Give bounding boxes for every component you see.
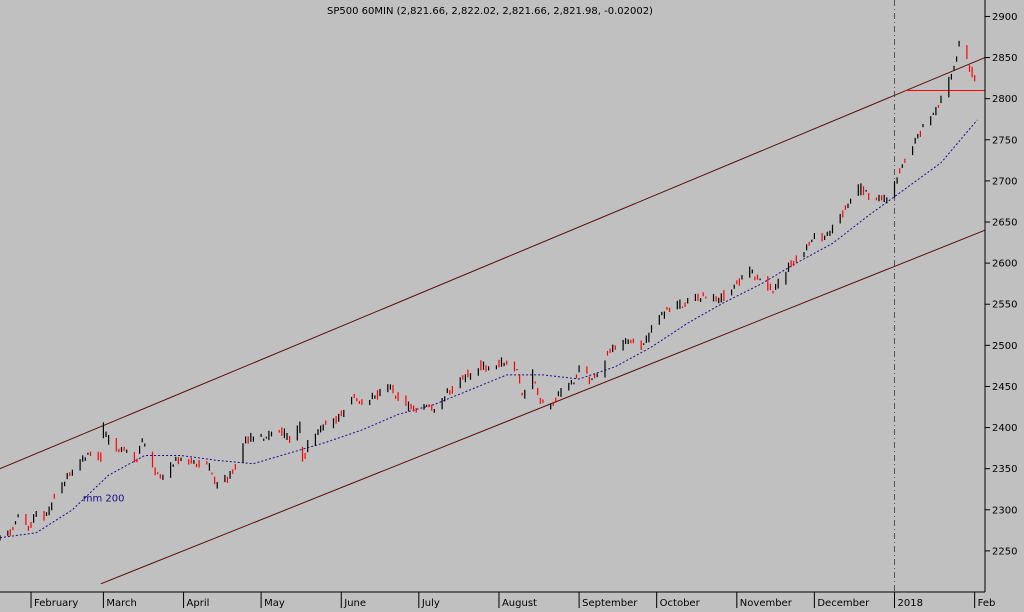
chart-title: SP500 60MIN (2,821.66, 2,822.02, 2,821.6…: [327, 6, 653, 17]
x-tick-label: March: [106, 598, 136, 608]
x-tick-label: November: [740, 598, 793, 608]
y-tick-label: 2400: [992, 423, 1017, 434]
x-tick-label: July: [421, 598, 440, 608]
y-tick-label: 2850: [992, 53, 1017, 64]
x-tick-label: February: [34, 598, 78, 608]
y-tick-label: 2250: [992, 546, 1017, 557]
y-tick-label: 2350: [992, 464, 1017, 475]
y-tick-label: 2800: [992, 94, 1017, 105]
x-tick-label: Feb: [978, 598, 996, 608]
x-tick-label: June: [343, 598, 366, 608]
y-tick-label: 2900: [992, 12, 1017, 23]
x-tick-label: December: [817, 598, 870, 608]
channel-lower-line: [100, 229, 986, 585]
y-tick-label: 2500: [992, 341, 1017, 352]
channel-upper-line: [0, 57, 986, 470]
x-tick-label: 2018: [898, 598, 923, 608]
x-tick-label: May: [264, 598, 285, 608]
y-tick-label: 2750: [992, 135, 1017, 146]
x-tick-label: August: [502, 598, 537, 608]
y-tick-label: 2300: [992, 505, 1017, 516]
ma-label: mm 200: [83, 494, 125, 505]
x-tick-label: October: [660, 598, 701, 608]
moving-average-line: [0, 119, 978, 539]
y-tick-label: 2600: [992, 259, 1017, 270]
y-tick-label: 2700: [992, 176, 1017, 187]
y-tick-label: 2650: [992, 218, 1017, 229]
y-tick-label: 2550: [992, 300, 1017, 311]
x-tick-label: September: [582, 598, 638, 608]
y-tick-label: 2450: [992, 382, 1017, 393]
x-tick-label: April: [187, 598, 210, 608]
